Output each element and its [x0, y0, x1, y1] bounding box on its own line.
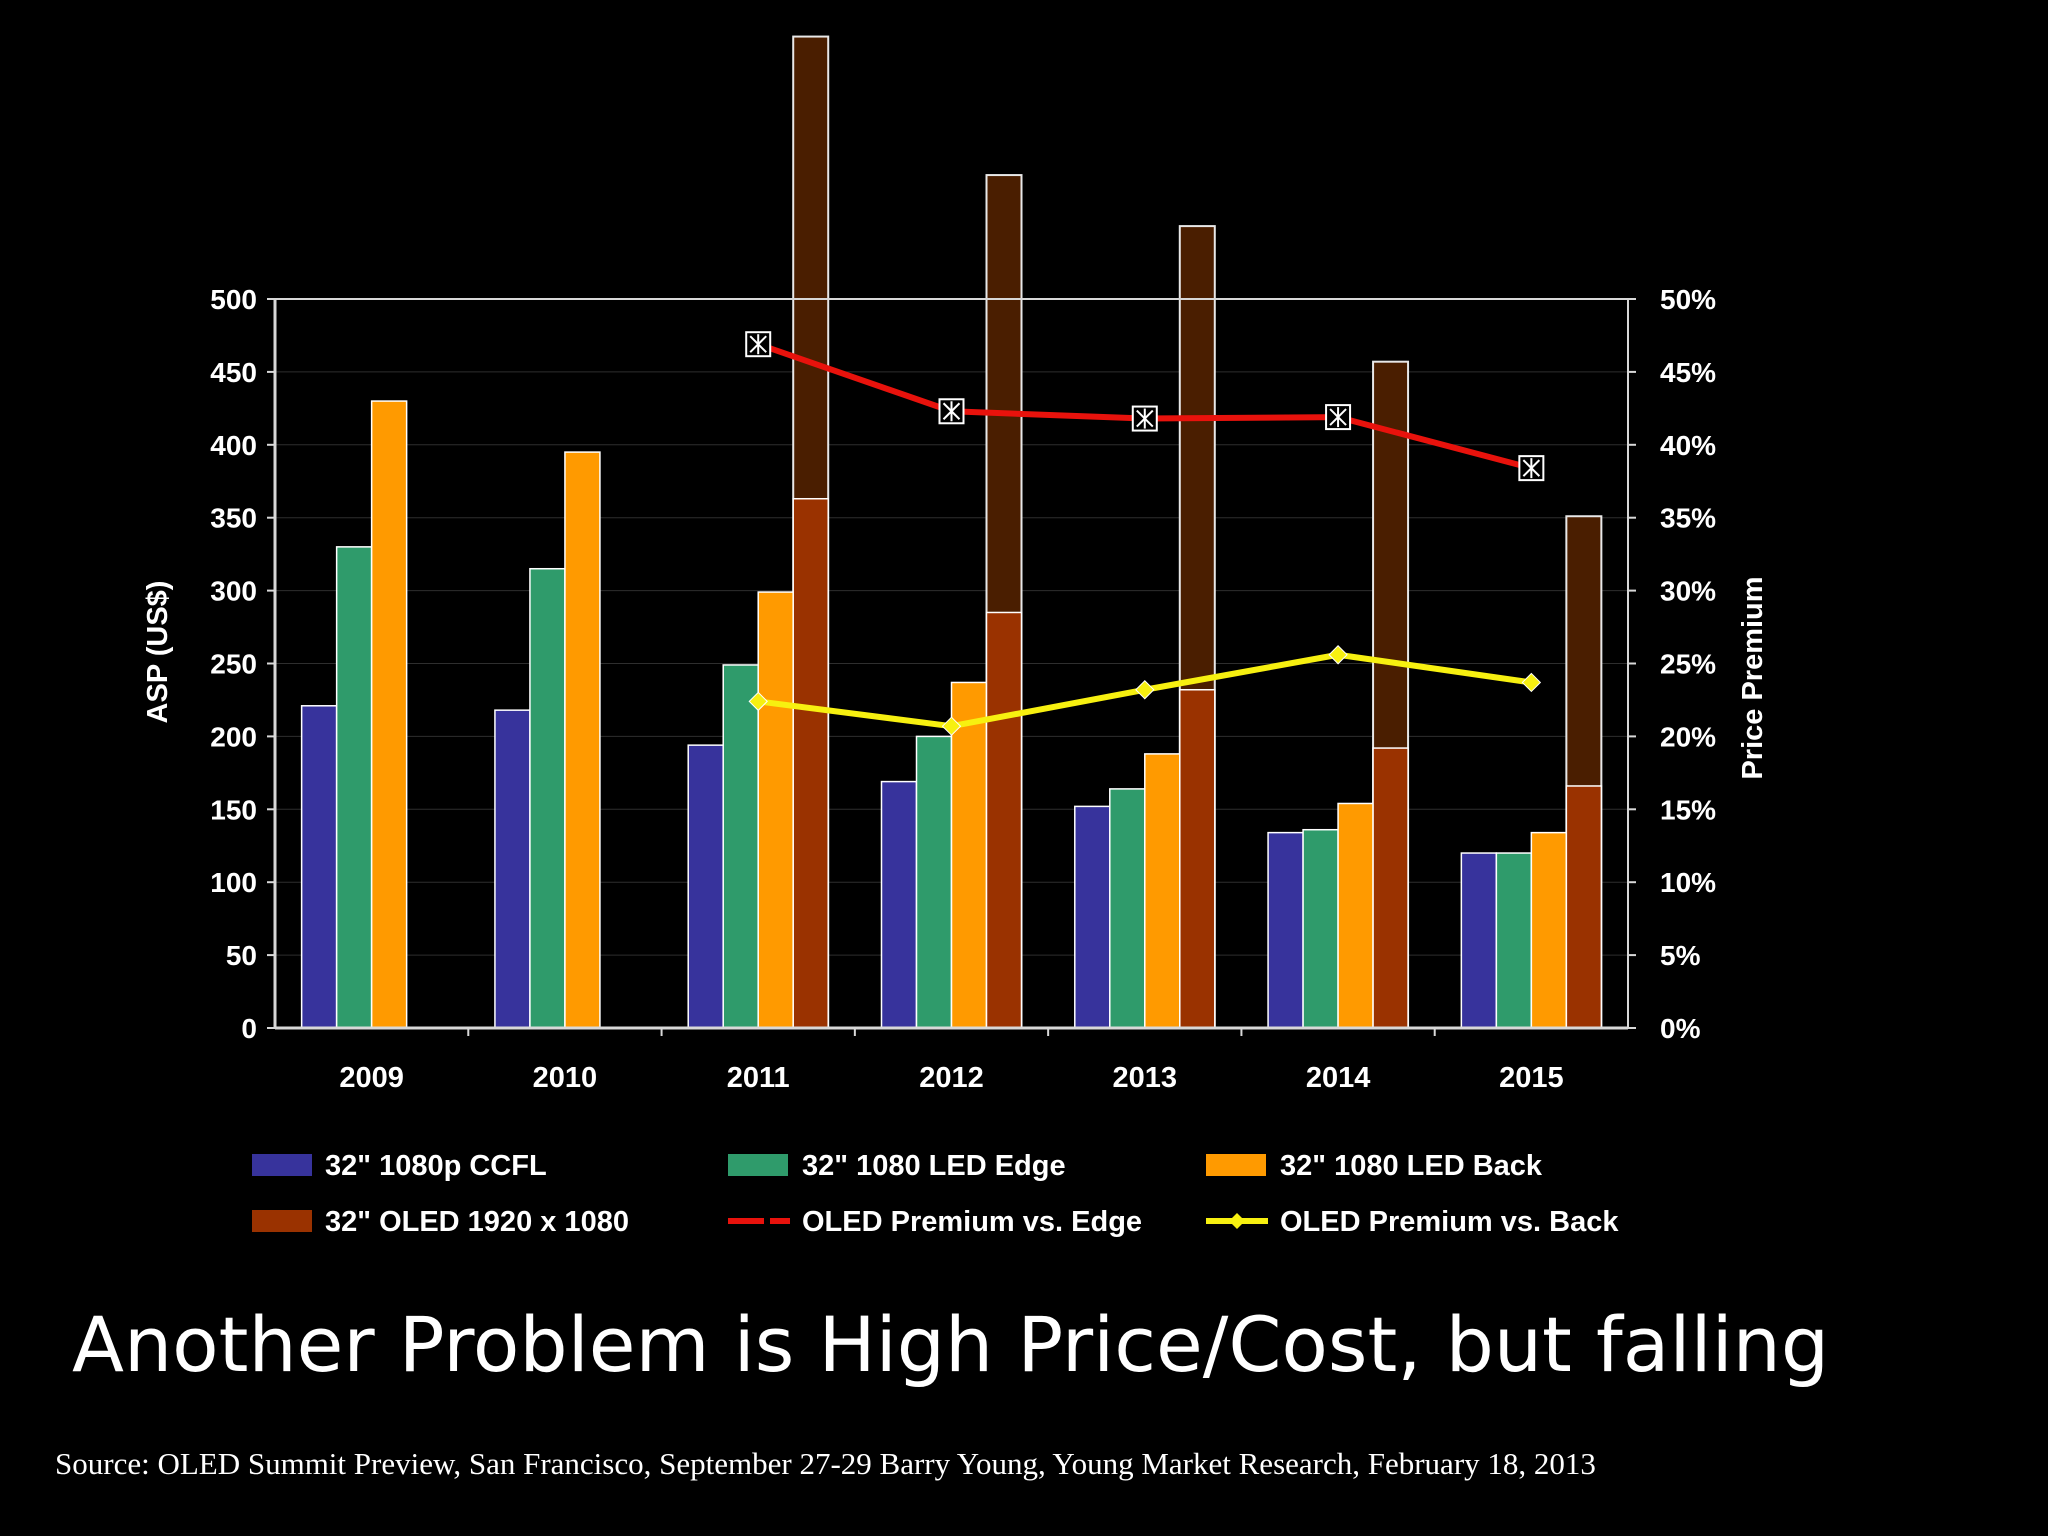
y-tick-label: 100	[210, 867, 257, 898]
y2-axis-label: Price Premium	[1737, 576, 1769, 779]
y-tick-label: 250	[210, 649, 257, 680]
bar-layer	[300, 400, 1603, 1029]
x-tick-label: 2009	[339, 1062, 404, 1094]
line-layer	[745, 331, 1545, 736]
bar-32-1080-led-edge	[529, 567, 566, 1029]
y2-tick-label: 40%	[1660, 430, 1716, 461]
x-tick-label: 2012	[919, 1062, 984, 1094]
marker-oled-premium-vs-back	[748, 691, 768, 712]
marker-oled-premium-vs-back	[941, 716, 962, 736]
bar-32-1080p-ccfl	[300, 705, 338, 1029]
y-tick-label: 350	[210, 503, 257, 534]
bar-32-1080-led-back	[1337, 802, 1374, 1029]
legend-marker-premium-back	[1229, 1213, 1245, 1229]
bar-32-1080p-ccfl	[687, 744, 724, 1029]
bar-32-1080-led-edge	[1495, 852, 1533, 1029]
legend-label-led-back: 32" 1080 LED Back	[1280, 1150, 1543, 1182]
bar-32-1080-led-back	[950, 681, 988, 1029]
bar-32-1080p-ccfl	[1267, 831, 1304, 1029]
tick-labels: 0 50 100 150 200 250 300 350 400 450 500 0% 5% 10% 15%…	[210, 284, 1716, 1094]
y2-tick-label: 25%	[1660, 649, 1716, 680]
y-tick-label: 500	[210, 284, 257, 315]
legend-item-led-edge: 32" 1080 LED Edge	[728, 1150, 1066, 1182]
y2-tick-label: 0%	[1660, 1013, 1701, 1044]
y-tick-label: 200	[210, 721, 257, 752]
x-tick-label: 2013	[1113, 1062, 1178, 1094]
bar-32-oled-1920-x-1080	[1372, 747, 1409, 1029]
marker-oled-premium-vs-edge	[1518, 455, 1545, 482]
marker-oled-premium-vs-edge	[938, 398, 965, 425]
marker-oled-premium-vs-edge	[745, 331, 772, 358]
bar-32-oled-1920-x-1080	[1179, 688, 1216, 1029]
slide-title: Another Problem is High Price/Cost, but …	[72, 1300, 1830, 1389]
y-tick-label: 50	[226, 940, 257, 971]
bar-32-1080-led-back	[370, 400, 408, 1029]
bar-32-1080-led-edge	[1302, 828, 1339, 1029]
legend-swatch-ccfl	[252, 1154, 312, 1176]
bar-32-1080p-ccfl	[1074, 805, 1111, 1029]
y2-tick-label: 20%	[1660, 721, 1716, 752]
y2-tick-label: 50%	[1660, 284, 1716, 315]
legend-label-oled: 32" OLED 1920 x 1080	[325, 1206, 629, 1238]
y-tick-label: 450	[210, 357, 257, 388]
y2-tick-label: 10%	[1660, 867, 1716, 898]
y-tick-label: 150	[210, 794, 257, 825]
legend-label-ccfl: 32" 1080p CCFL	[325, 1150, 547, 1182]
bar-32-1080-led-back	[757, 591, 794, 1029]
legend-item-premium-back: OLED Premium vs. Back	[1206, 1206, 1619, 1238]
legend-swatch-led-edge	[728, 1154, 788, 1176]
bar-32-1080-led-back	[1530, 831, 1568, 1029]
legend-swatch-led-back	[1206, 1154, 1266, 1176]
legend-label-led-edge: 32" 1080 LED Edge	[802, 1150, 1066, 1182]
y-tick-label: 400	[210, 430, 257, 461]
bar-32-oled-1920-x-1080	[1565, 785, 1603, 1029]
marker-oled-premium-vs-edge	[1131, 405, 1158, 432]
y-tick-label: 0	[241, 1013, 257, 1044]
bar-32-1080p-ccfl	[880, 780, 918, 1029]
y2-tick-label: 15%	[1660, 794, 1716, 825]
marker-oled-premium-vs-back	[1328, 645, 1348, 665]
legend-label-premium-edge: OLED Premium vs. Edge	[802, 1206, 1142, 1238]
y2-tick-label: 35%	[1660, 503, 1716, 534]
x-tick-label: 2010	[533, 1062, 598, 1094]
slide-source: Source: OLED Summit Preview, San Francis…	[55, 1446, 1596, 1481]
y-tick-label: 300	[210, 576, 257, 607]
legend-item-ccfl: 32" 1080p CCFL	[252, 1150, 547, 1182]
bar-32-oled-1920-x-1080	[985, 611, 1023, 1029]
bar-32-1080-led-back	[1144, 753, 1181, 1029]
y2-tick-label: 45%	[1660, 357, 1716, 388]
x-tick-label: 2014	[1306, 1062, 1371, 1094]
legend-label-premium-back: OLED Premium vs. Back	[1280, 1206, 1619, 1238]
bar-32-1080-led-edge	[1109, 788, 1146, 1029]
bar-32-1080-led-edge	[335, 546, 373, 1029]
marker-oled-premium-vs-edge	[1325, 404, 1352, 431]
x-tick-label: 2015	[1499, 1062, 1564, 1094]
y2-tick-label: 5%	[1660, 940, 1701, 971]
x-tick-label: 2011	[727, 1062, 790, 1094]
y2-tick-label: 30%	[1660, 576, 1716, 607]
bar-32-1080p-ccfl	[494, 709, 531, 1029]
marker-oled-premium-vs-back	[1135, 680, 1155, 700]
legend-item-oled: 32" OLED 1920 x 1080	[252, 1206, 629, 1238]
bar-32-1080-led-edge	[722, 664, 759, 1029]
price-chart: 0 50 100 150 200 250 300 350 400 450 500 0% 5% 10% 15%…	[142, 35, 1769, 1238]
bar-32-1080-led-back	[564, 451, 601, 1029]
bar-32-oled-1920-x-1080	[792, 497, 829, 1029]
legend-item-premium-edge: OLED Premium vs. Edge	[728, 1206, 1142, 1238]
legend: 32" 1080p CCFL 32" 1080 LED Edge 32" 108…	[252, 1150, 1619, 1238]
bar-32-1080p-ccfl	[1460, 852, 1498, 1029]
bar-32-1080-led-edge	[915, 735, 953, 1029]
legend-item-led-back: 32" 1080 LED Back	[1206, 1150, 1543, 1182]
y-axis-label: ASP (US$)	[142, 581, 174, 724]
axis-layer	[267, 298, 1636, 1036]
marker-oled-premium-vs-back	[1521, 672, 1542, 693]
legend-swatch-oled	[252, 1210, 312, 1232]
